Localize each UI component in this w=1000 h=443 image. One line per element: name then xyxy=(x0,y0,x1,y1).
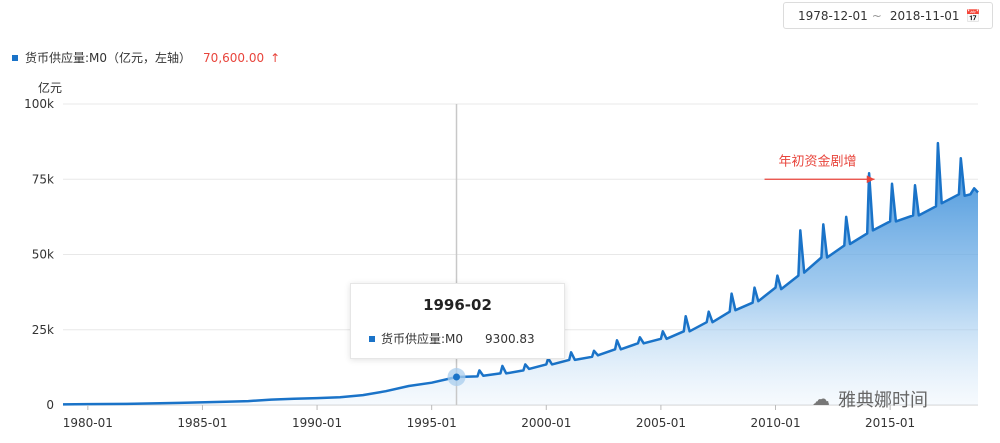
legend-label: 货币供应量:M0（亿元，左轴） xyxy=(25,51,192,65)
tooltip-series: 货币供应量:M0 xyxy=(381,332,464,346)
date-range-end: 2018-11-01 xyxy=(889,8,960,23)
tooltip-swatch xyxy=(369,335,375,342)
y-tick-label: 25k xyxy=(32,323,54,337)
watermark: ☁ 雅典娜时间 xyxy=(812,386,928,412)
wechat-icon: ☁ xyxy=(812,388,830,410)
tooltip: 1996-02 货币供应量:M0 9300.83 xyxy=(350,283,565,359)
x-tick-label: 1990-01 xyxy=(292,416,342,430)
date-range-start: 1978-12-01 xyxy=(798,8,868,23)
y-axis-label: 亿元 xyxy=(38,80,62,95)
x-tick-label: 2000-01 xyxy=(521,416,571,430)
x-tick-label: 1980-01 xyxy=(63,416,113,430)
tooltip-title: 1996-02 xyxy=(423,296,492,314)
annotation-text: 年初资金剧增 xyxy=(779,153,857,169)
y-tick-label: 75k xyxy=(32,172,54,186)
arrow-up-icon: ↑ xyxy=(270,50,281,65)
date-range-picker[interactable]: 1978-12-01 ~ 2018-11-01 📅 xyxy=(783,2,993,29)
watermark-text: 雅典娜时间 xyxy=(838,390,928,411)
y-tick-label: 100k xyxy=(24,97,54,111)
x-tick-label: 2005-01 xyxy=(636,416,686,430)
date-range-separator: ~ xyxy=(871,8,882,23)
legend-swatch xyxy=(12,54,18,61)
x-tick-label: 1995-01 xyxy=(407,416,457,430)
y-tick-label: 50k xyxy=(32,248,54,262)
chart-legend[interactable]: 货币供应量:M0（亿元，左轴） 70,600.00 ↑ xyxy=(12,49,280,66)
highlight-point xyxy=(453,373,461,381)
series-area xyxy=(63,143,978,405)
x-tick-label: 2010-01 xyxy=(750,416,800,430)
tooltip-value: 9300.83 xyxy=(485,331,535,346)
tooltip-row: 货币供应量:M0 9300.83 xyxy=(369,330,535,347)
x-tick-label: 2015-01 xyxy=(865,416,915,430)
y-tick-label: 0 xyxy=(46,398,54,412)
calendar-icon[interactable]: 📅 xyxy=(965,8,981,23)
legend-latest-value: 70,600.00 xyxy=(203,50,265,65)
x-tick-label: 1985-01 xyxy=(177,416,227,430)
